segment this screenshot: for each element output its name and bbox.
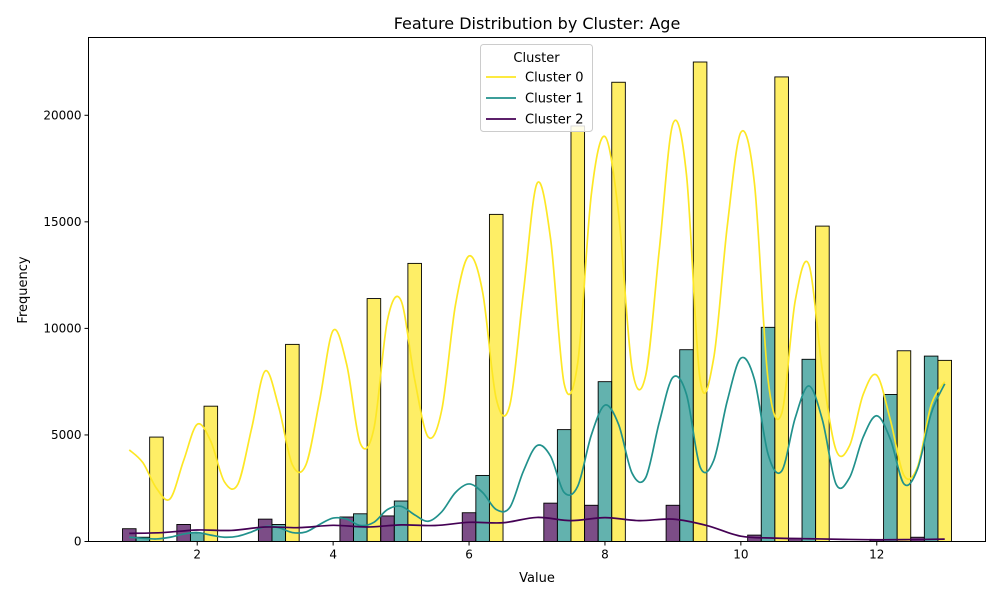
kde-line-cluster-2 xyxy=(129,516,945,541)
bar-cluster-1-12 xyxy=(883,394,898,542)
y-axis-ticks: 0 5000 10000 15000 20000 xyxy=(43,108,89,549)
bar-cluster-0-11 xyxy=(815,225,830,542)
x-tick-label: 2 xyxy=(193,548,201,562)
y-axis-label: Frequency xyxy=(16,256,31,323)
kde-line-cluster-0 xyxy=(128,119,946,501)
legend-label-cluster-1: Cluster 1 xyxy=(525,92,584,107)
bar-cluster-2-5 xyxy=(380,515,395,542)
legend-title: Cluster xyxy=(513,51,560,66)
x-tick-label: 10 xyxy=(733,548,748,562)
legend-label-cluster-2: Cluster 2 xyxy=(525,113,584,128)
bar-cluster-0-12 xyxy=(896,350,912,542)
y-tick-label: 20000 xyxy=(43,108,81,122)
bar-cluster-1-2 xyxy=(189,532,205,542)
bar-cluster-2-9 xyxy=(665,504,681,542)
x-tick-label: 6 xyxy=(465,548,473,562)
legend: Cluster Cluster 0 Cluster 1 Cluster 2 xyxy=(480,44,593,132)
bar-cluster-1-7 xyxy=(556,429,572,542)
bar-cluster-0-9 xyxy=(692,61,708,542)
x-axis-label: Value xyxy=(519,571,555,586)
bar-cluster-0-6 xyxy=(488,213,504,542)
x-axis-ticks: 2 4 6 8 10 12 xyxy=(193,541,884,562)
bar-cluster-2-8 xyxy=(584,504,599,542)
x-tick-label: 4 xyxy=(329,548,337,562)
bar-cluster-0-8 xyxy=(611,81,626,542)
plot-frame xyxy=(88,37,986,542)
bar-cluster-2-6 xyxy=(461,512,477,542)
bar-cluster-0-4 xyxy=(366,298,382,542)
bar-cluster-1-6 xyxy=(475,474,490,542)
y-tick-label: 10000 xyxy=(43,321,81,335)
bar-cluster-1-13 xyxy=(923,355,939,542)
legend-box xyxy=(480,44,593,132)
x-tick-label: 12 xyxy=(869,548,884,562)
y-tick-label: 0 xyxy=(74,535,82,549)
chart-title: Feature Distribution by Cluster: Age xyxy=(394,14,681,33)
bar-cluster-2-7 xyxy=(543,502,558,542)
bar-cluster-0-3 xyxy=(285,343,300,542)
bar-cluster-0-7 xyxy=(570,125,586,542)
legend-label-cluster-0: Cluster 0 xyxy=(525,71,584,86)
x-tick-label: 8 xyxy=(601,548,609,562)
y-tick-label: 5000 xyxy=(51,428,82,442)
kde-curves xyxy=(128,119,946,541)
bar-cluster-2-1 xyxy=(122,528,137,542)
bar-cluster-1-9 xyxy=(679,349,694,542)
y-tick-label: 15000 xyxy=(43,215,81,229)
histogram-bars xyxy=(122,61,952,542)
bar-cluster-0-2 xyxy=(203,405,219,542)
bar-cluster-2-3 xyxy=(257,518,273,542)
